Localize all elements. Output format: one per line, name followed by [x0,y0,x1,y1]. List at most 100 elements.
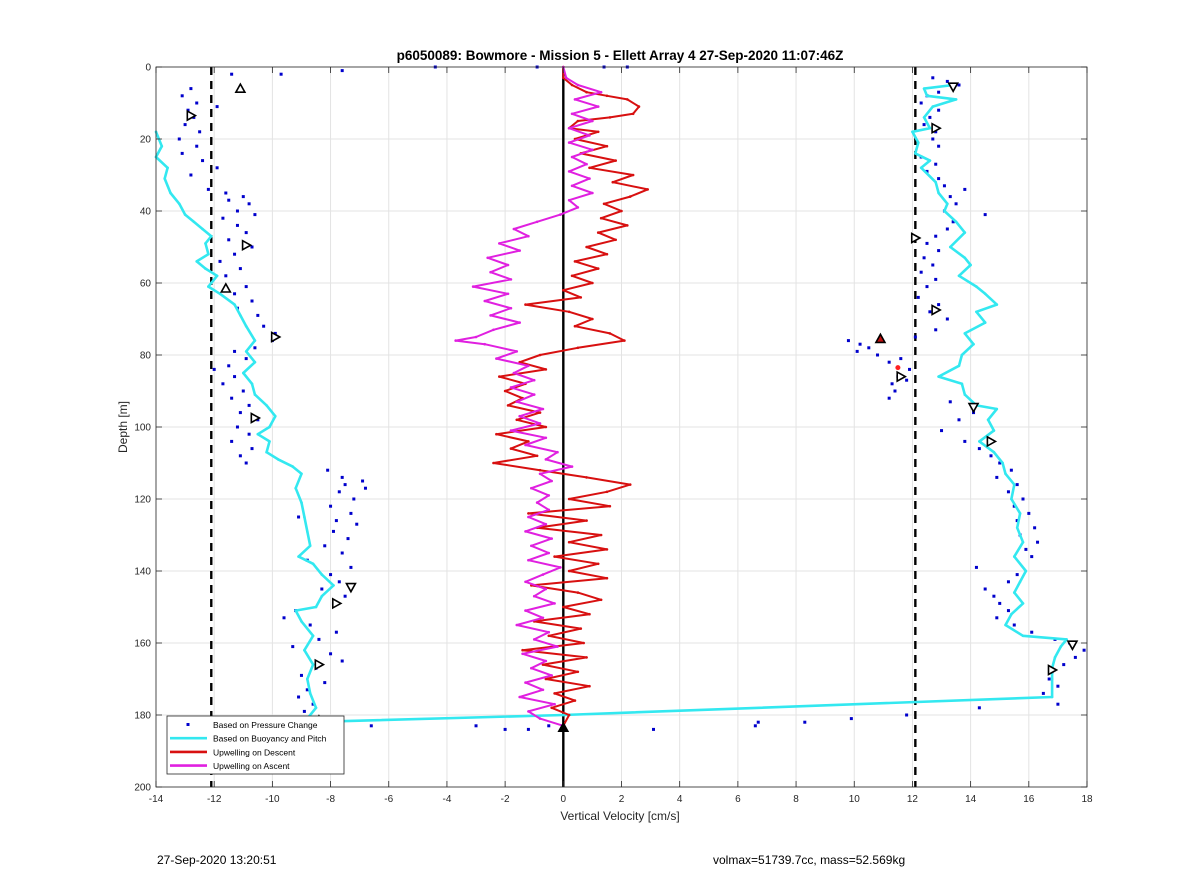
series-point-upwelling_descent [608,332,612,335]
series-point-upwelling_ascent [538,472,542,476]
series-point-upwelling_ascent [576,83,580,87]
series-point-buoyancy_ascent [300,501,303,504]
series-point-upwelling_descent [553,555,556,558]
y-tick-label: 40 [140,207,152,218]
pressure-change-point [1027,511,1031,515]
series-point-upwelling_ascent [506,292,510,296]
pressure-change-point [957,418,961,422]
pressure-change-point [928,310,932,314]
x-tick-label: 12 [907,794,919,805]
pressure-change-point [230,439,234,443]
series-point-upwelling_ascent [483,299,487,303]
pressure-change-point [908,367,912,371]
series-point-buoyancy_ascent [204,242,207,245]
series-point-upwelling_ascent [509,429,513,432]
series-point-buoyancy_ascent [311,634,315,638]
pressure-change-point [198,130,202,134]
series-point-upwelling_descent [591,317,594,321]
pressure-change-point [1030,555,1034,559]
pressure-change-point [1036,540,1040,544]
series-point-upwelling_ascent [521,652,524,656]
series-point-upwelling_descent [538,353,542,357]
series-point-buoyancy_ascent [273,414,277,418]
series-point-upwelling_descent [608,504,612,508]
series-point-upwelling_ascent [538,422,542,425]
series-point-upwelling_ascent [512,371,516,375]
series-point-upwelling_ascent [547,508,551,512]
series-point-upwelling_ascent [544,458,548,461]
series-point-upwelling_ascent [588,134,591,137]
series-point-upwelling_ascent [591,148,594,152]
series-point-upwelling_descent [602,202,606,206]
x-tick-label: -6 [384,794,393,805]
series-point-upwelling_ascent [498,242,501,245]
x-tick-label: 2 [619,794,625,805]
pressure-change-point [1041,691,1045,695]
profile-marker-triangle-right [186,109,198,122]
pressure-change-point [329,652,333,656]
pressure-change-point [913,335,917,339]
series-point-upwelling_ascent [530,666,533,670]
series-point-buoyancy_descent [992,450,996,454]
pressure-change-point [937,108,941,112]
pressure-change-point [925,241,929,245]
profile-marker-triangle-up [219,282,232,293]
series-point-buoyancy_ascent [314,706,318,710]
series-point-buoyancy_ascent [308,692,312,695]
x-tick-label: -8 [326,794,335,805]
series-point-upwelling_ascent [573,98,577,101]
series-point-upwelling_descent [585,476,588,479]
series-point-buoyancy_ascent [207,285,210,288]
series-point-upwelling_ascent [532,393,536,396]
x-tick-label: 4 [677,794,683,805]
series-point-buoyancy_ascent [241,371,245,375]
series-point-upwelling_ascent [512,227,516,231]
series-point-buoyancy_descent [963,332,967,335]
pressure-change-point [937,177,941,181]
series-point-upwelling_descent [573,699,577,702]
series-point-upwelling_descent [585,90,588,94]
pressure-change-point [945,79,949,83]
pressure-change-point [317,637,321,641]
series-point-buoyancy_descent [969,263,972,267]
pressure-change-point [227,198,231,202]
pressure-change-point [361,479,365,483]
pressure-change-point [957,83,961,87]
pressure-change-point [1033,526,1037,530]
series-point-upwelling_ascent [570,465,574,468]
series-point-buoyancy_descent [954,220,958,224]
pressure-change-point [238,454,242,458]
reference-lines [210,67,917,787]
series-point-upwelling_descent [553,692,556,695]
pressure-change-point [998,601,1002,605]
series-point-upwelling_descent [605,490,609,494]
series-point-buoyancy_descent [946,202,949,206]
series-point-upwelling_ascent [515,350,519,353]
footer-timestamp: 27-Sep-2020 13:20:51 [157,853,277,867]
series-point-buoyancy_ascent [291,465,295,468]
pressure-change-point [503,727,507,731]
series-point-upwelling_descent [626,98,629,101]
pressure-change-point [756,720,760,724]
series-point-buoyancy_descent [925,94,929,98]
series-point-upwelling_ascent [547,630,551,634]
pressure-change-point [1056,702,1060,706]
pressure-change-point [241,389,245,393]
pressure-change-point [215,105,219,109]
series-point-buoyancy_descent [943,209,946,213]
series-point-upwelling_ascent [541,407,545,411]
pressure-change-point [195,144,199,148]
series-point-buoyancy_descent [954,98,958,101]
series-point-buoyancy_ascent [250,382,254,386]
series-point-upwelling_descent [585,519,588,522]
y-tick-label: 140 [134,567,151,578]
series-point-upwelling_ascent [509,278,513,281]
pressure-change-point [253,346,257,350]
series-point-upwelling_ascent [515,623,519,627]
series-point-upwelling_ascent [588,177,591,180]
series-point-upwelling_descent [506,404,510,407]
pressure-change-point [934,130,938,134]
pressure-change-point [951,220,955,224]
pressure-change-point [282,616,286,620]
